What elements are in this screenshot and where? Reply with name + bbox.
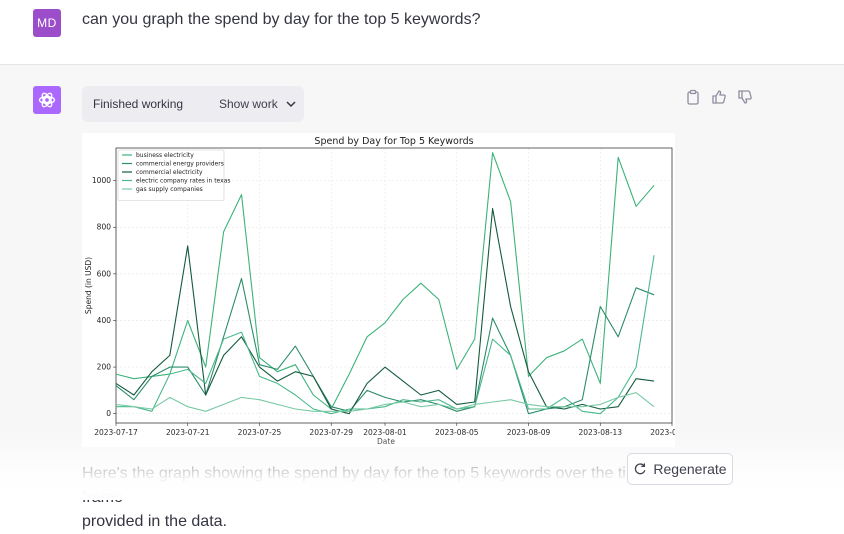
- message-actions: [685, 89, 763, 105]
- y-tick-label: 200: [97, 363, 112, 372]
- reply-line-2: provided in the data.: [82, 513, 227, 530]
- regenerate-label: Regenerate: [653, 461, 727, 477]
- finished-working-label: Finished working: [93, 97, 184, 111]
- series-line-5: [115, 392, 655, 412]
- user-avatar: MD: [33, 9, 61, 37]
- legend-label-1: business electricity: [136, 152, 194, 159]
- spend-line-chart: 2023-07-172023-07-212023-07-252023-07-29…: [82, 133, 694, 447]
- y-tick-label: 800: [97, 223, 112, 232]
- y-tick-label: 0: [106, 409, 111, 418]
- chevron-down-icon: [286, 101, 296, 108]
- regenerate-button[interactable]: Regenerate: [627, 453, 733, 485]
- series-line-1: [115, 152, 655, 410]
- thumbs-up-icon[interactable]: [711, 89, 727, 105]
- legend-label-4: electric company rates in texas: [136, 178, 231, 185]
- legend-box: [117, 149, 225, 201]
- y-axis-label: Spend (in USD): [84, 257, 93, 314]
- chatgpt-logo-icon: [33, 86, 61, 114]
- y-tick-label: 1000: [92, 176, 111, 185]
- show-work-label: Show work: [219, 97, 278, 111]
- refresh-icon: [635, 463, 646, 475]
- user-message-text: can you graph the spend by day for the t…: [82, 11, 481, 28]
- legend-label-5: gas supply companies: [136, 186, 203, 193]
- show-work-toggle[interactable]: Show work: [219, 97, 296, 111]
- chart-title: Spend by Day for Top 5 Keywords: [314, 136, 473, 147]
- series-line-3: [115, 208, 655, 415]
- legend-label-2: commercial energy providers: [136, 161, 224, 168]
- series-line-4: [116, 255, 655, 415]
- assistant-message-row: Finished working Show work 2023-07-17202…: [0, 65, 844, 530]
- thumbs-down-icon[interactable]: [737, 89, 753, 105]
- clipboard-icon[interactable]: [685, 89, 701, 105]
- y-tick-label: 600: [97, 269, 112, 278]
- chart-svg: 2023-07-172023-07-212023-07-252023-07-29…: [84, 136, 694, 446]
- finished-working-panel: Finished working Show work: [82, 86, 304, 122]
- plot-frame: [115, 147, 673, 424]
- user-message-row: MD can you graph the spend by day for th…: [0, 0, 844, 65]
- legend-label-3: commercial electricity: [136, 169, 203, 176]
- y-tick-label: 400: [97, 316, 112, 325]
